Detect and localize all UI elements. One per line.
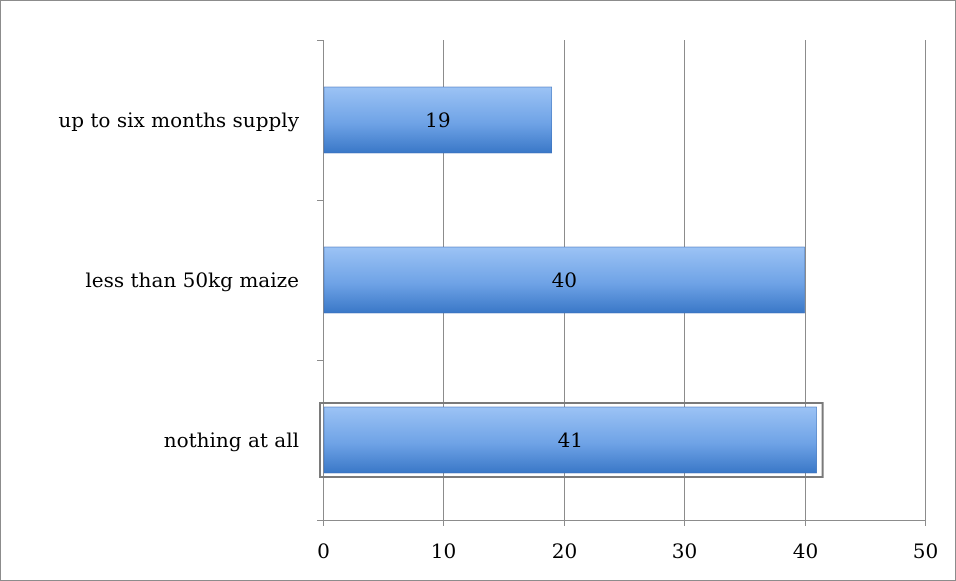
bars <box>319 86 824 478</box>
x-tick-label: 30 <box>672 539 697 563</box>
x-tick-label: 40 <box>793 539 818 563</box>
data-label: 19 <box>425 108 450 132</box>
data-label: 40 <box>552 268 577 292</box>
bar-less-than-50kg-maize[interactable] <box>323 246 805 314</box>
category-label: nothing at all <box>164 428 299 452</box>
x-tick-label: 0 <box>317 539 330 563</box>
x-tick-label: 20 <box>552 539 577 563</box>
bar-up-to-six-months-supply[interactable] <box>323 86 553 154</box>
category-label: up to six months supply <box>58 108 299 132</box>
bar-nothing-at-all[interactable] <box>323 406 817 474</box>
axes <box>317 40 926 526</box>
category-label: less than 50kg maize <box>85 268 299 292</box>
labels: 0 10 20 30 40 50 up to six months supply 19 less… <box>58 108 938 563</box>
data-label: 41 <box>558 428 583 452</box>
bar-selection-outline <box>319 402 824 478</box>
x-tick-label: 50 <box>913 539 938 563</box>
x-tick-label: 10 <box>431 539 456 563</box>
